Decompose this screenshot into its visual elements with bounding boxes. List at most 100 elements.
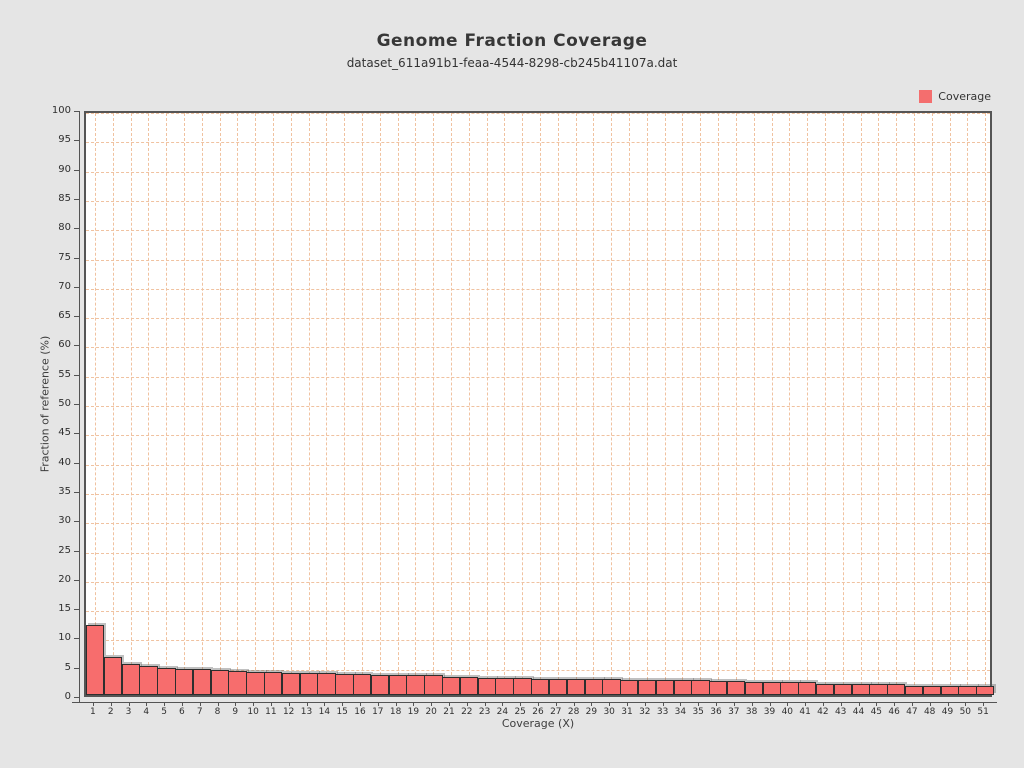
x-tick-label: 20 <box>425 707 437 717</box>
bar <box>744 681 764 695</box>
bar <box>566 679 585 695</box>
v-gridline <box>789 113 791 695</box>
h-gridline <box>86 318 990 320</box>
v-gridline <box>931 113 933 695</box>
h-gridline <box>86 288 990 290</box>
v-gridline <box>201 113 203 695</box>
y-tick-mark <box>74 521 79 523</box>
y-tick-mark <box>74 579 79 581</box>
v-gridline <box>824 113 826 695</box>
x-tick-label: 13 <box>300 707 313 717</box>
x-tick-label: 11 <box>265 707 277 717</box>
x-tick-label: 18 <box>389 707 402 717</box>
bar <box>139 665 158 695</box>
x-tick-label: 16 <box>354 707 366 717</box>
x-tick-label: 50 <box>959 707 972 717</box>
y-tick-label: 40 <box>58 456 71 468</box>
x-tick-label: 12 <box>282 707 295 717</box>
x-tick-mark <box>253 702 255 706</box>
bar <box>976 685 995 695</box>
x-tick-label: 5 <box>161 707 167 717</box>
v-gridline <box>771 113 773 695</box>
v-gridline <box>735 113 737 695</box>
x-tick-label: 30 <box>603 707 615 717</box>
x-tick-mark <box>876 702 878 706</box>
h-gridline <box>86 171 990 173</box>
v-gridline <box>362 113 363 695</box>
x-tick-label: 14 <box>318 707 331 717</box>
bar <box>833 683 853 695</box>
v-gridline <box>718 113 719 695</box>
v-gridline <box>878 113 880 695</box>
v-gridline <box>575 113 577 695</box>
v-gridline <box>967 113 969 695</box>
x-tick-mark <box>288 702 290 706</box>
h-gridline <box>86 230 990 232</box>
bar <box>726 680 746 695</box>
x-axis-line <box>72 702 997 703</box>
x-tick-label: 34 <box>674 707 687 717</box>
bar <box>210 670 229 695</box>
h-gridline <box>86 142 990 144</box>
x-tick-mark <box>929 702 931 706</box>
x-tick-mark <box>270 702 272 706</box>
x-tick-label: 1 <box>90 707 96 717</box>
gridline-layer <box>86 113 990 695</box>
bar <box>655 679 675 695</box>
v-gridline <box>700 113 702 695</box>
bar <box>86 624 105 695</box>
h-gridline <box>86 347 990 349</box>
h-gridline <box>86 376 990 378</box>
v-gridline <box>522 113 524 695</box>
y-tick-label: 55 <box>58 368 71 380</box>
y-tick-label: 0 <box>64 691 71 702</box>
bar <box>958 685 977 695</box>
x-tick-label: 32 <box>639 707 651 717</box>
bar <box>353 673 372 695</box>
x-tick-label: 10 <box>247 707 259 717</box>
x-tick-mark <box>199 702 201 706</box>
y-tick-label: 80 <box>58 222 71 234</box>
x-tick-mark <box>680 702 682 706</box>
v-gridline <box>949 113 951 695</box>
bar <box>175 668 194 695</box>
bar <box>121 663 140 695</box>
v-gridline <box>255 113 257 695</box>
x-tick-label: 21 <box>443 707 455 717</box>
y-tick-label: 65 <box>58 310 71 322</box>
x-tick-mark <box>947 702 949 706</box>
v-gridline <box>112 113 114 695</box>
y-tick-mark <box>74 433 79 435</box>
bar <box>281 672 301 695</box>
x-tick-label: 9 <box>232 707 239 717</box>
y-tick-mark <box>74 374 79 376</box>
x-tick-label: 45 <box>870 707 883 717</box>
x-tick-label: 4 <box>143 707 150 717</box>
y-tick-mark <box>74 550 79 552</box>
y-tick-mark <box>74 697 79 698</box>
x-tick-mark <box>377 702 379 706</box>
y-tick-mark <box>74 257 79 259</box>
v-gridline <box>308 113 310 695</box>
v-gridline <box>985 113 987 695</box>
v-gridline <box>415 113 417 695</box>
bar <box>815 683 835 695</box>
bar <box>335 673 354 695</box>
v-gridline <box>130 113 132 695</box>
h-gridline <box>86 611 990 613</box>
bar <box>388 674 407 695</box>
v-gridline <box>290 113 292 695</box>
x-tick-mark <box>805 702 807 706</box>
x-tick-mark <box>591 702 593 706</box>
v-gridline <box>183 113 185 695</box>
x-tick-mark <box>769 702 771 706</box>
v-gridline <box>807 113 809 695</box>
x-tick-mark <box>644 702 646 706</box>
x-axis-title: Coverage (X) <box>501 717 575 730</box>
v-gridline <box>629 113 630 695</box>
x-tick-mark <box>662 702 664 706</box>
bar <box>477 678 496 695</box>
v-gridline <box>344 113 346 695</box>
x-tick-mark <box>716 702 717 706</box>
